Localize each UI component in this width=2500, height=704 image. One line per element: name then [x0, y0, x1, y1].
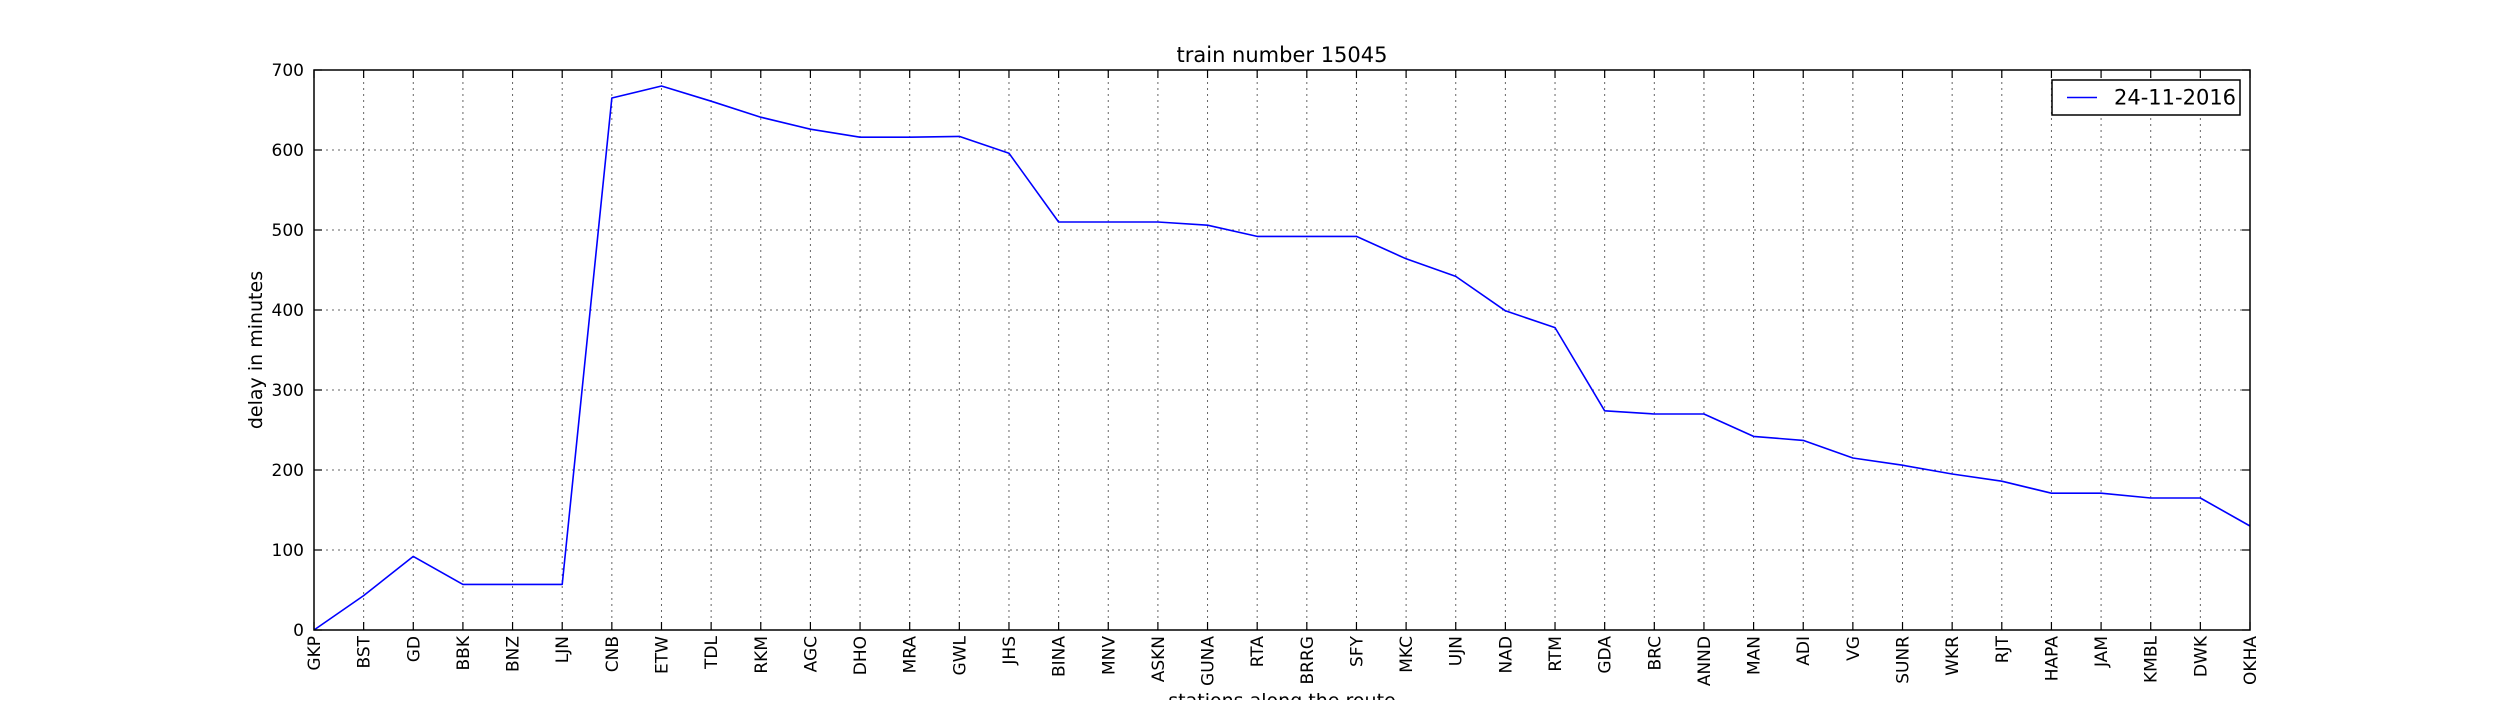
- x-tick-label: BINA: [1050, 636, 1070, 677]
- x-tick-label: GDA: [1596, 636, 1616, 674]
- y-tick-label: 400: [272, 301, 304, 321]
- x-tick-label: ADI: [1794, 636, 1814, 666]
- y-axis-title: delay in minutes: [245, 271, 267, 429]
- x-tick-label: GWL: [950, 635, 970, 675]
- y-tick-label: 0: [293, 621, 304, 641]
- legend: 24-11-2016: [2051, 79, 2241, 116]
- x-tick-label: BRRG: [1298, 636, 1318, 684]
- x-tick-label: OKHA: [2241, 636, 2261, 685]
- x-tick-label: RTM: [1546, 636, 1566, 672]
- x-tick-label: BNZ: [504, 636, 524, 672]
- x-tick-label: UJN: [1447, 636, 1467, 666]
- y-tick-label: 500: [272, 221, 304, 241]
- x-tick-label: MRA: [901, 636, 921, 674]
- x-tick-label: BRC: [1645, 636, 1665, 671]
- x-tick-label: TDL: [702, 635, 722, 669]
- grid: [313, 69, 2251, 631]
- x-tick-label: BST: [355, 635, 375, 668]
- x-tick-label: NAD: [1496, 636, 1516, 673]
- x-tick-label: KMBL: [2142, 635, 2162, 682]
- series-line: [313, 85, 2251, 631]
- x-tick-label: ASKN: [1149, 636, 1169, 682]
- x-tick-label: SFY: [1347, 635, 1367, 667]
- x-tick-label: GD: [404, 636, 424, 662]
- x-tick-label: DWK: [2191, 635, 2211, 677]
- x-tick-label: MAN: [1745, 636, 1765, 675]
- x-tick-label: HAPA: [2042, 636, 2062, 682]
- x-tick-label: ANND: [1695, 636, 1715, 686]
- x-axis: GKP BST GD BBK BNZ LJN CNB ETW TDL RKM AGC DHO MRA GW…: [305, 70, 2261, 686]
- y-tick-label: 600: [272, 141, 304, 161]
- x-tick-label: RTA: [1248, 636, 1268, 668]
- x-tick-label: BBK: [454, 635, 474, 670]
- x-axis-title: stations along the route: [1168, 690, 1395, 700]
- x-tick-label: GKP: [305, 636, 325, 671]
- y-tick-label: 300: [272, 381, 304, 401]
- x-tick-label: SUNR: [1894, 636, 1914, 684]
- x-tick-label: VG: [1844, 636, 1864, 661]
- x-tick-label: RJT: [1993, 635, 2013, 663]
- x-tick-label: JHS: [1000, 636, 1020, 666]
- y-tick-label: 100: [272, 541, 304, 561]
- x-tick-label: ETW: [652, 636, 672, 674]
- x-tick-label: AGC: [801, 636, 821, 672]
- chart-title: train number 15045: [1177, 43, 1388, 67]
- x-tick-label: CNB: [603, 636, 623, 672]
- x-tick-label: GUNA: [1199, 636, 1219, 686]
- plot-area-frame: [313, 69, 2251, 631]
- x-tick-label: MKC: [1397, 636, 1417, 673]
- y-axis: 0 100 200 300 400 500 600 700: [272, 61, 2250, 641]
- x-tick-label: WKR: [1943, 636, 1963, 676]
- series-layer: [313, 85, 2251, 631]
- x-tick-label: LJN: [553, 636, 573, 663]
- x-tick-label: MNV: [1099, 636, 1119, 675]
- x-tick-label: RKM: [752, 636, 772, 674]
- x-tick-label: DHO: [851, 636, 871, 675]
- x-tick-label: JAM: [2092, 636, 2112, 668]
- legend-label: 24-11-2016: [2114, 86, 2236, 110]
- y-tick-label: 700: [272, 61, 304, 81]
- y-tick-label: 200: [272, 461, 304, 481]
